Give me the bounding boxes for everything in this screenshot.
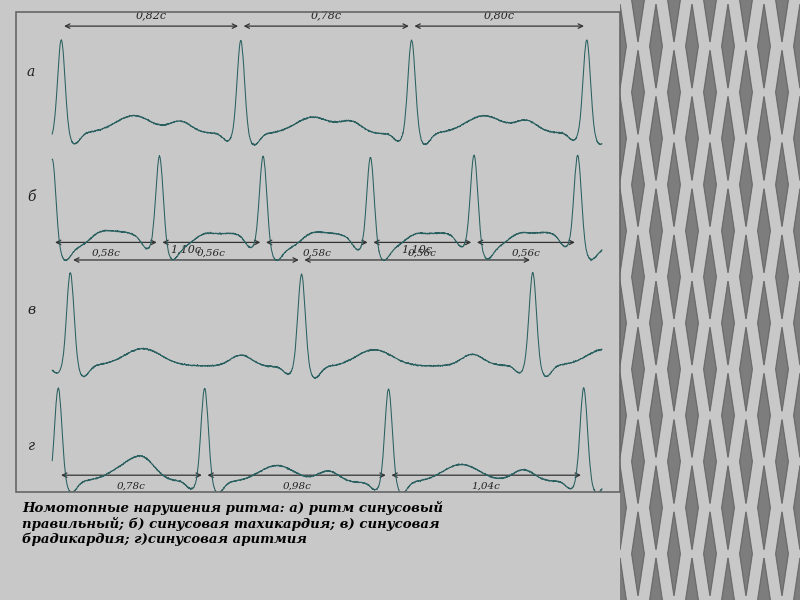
Polygon shape [704, 143, 716, 227]
Polygon shape [794, 466, 800, 550]
Text: Номотопные нарушения ритма: а) ритм синусовый
правильный; б) синусовая тахикарди: Номотопные нарушения ритма: а) ритм сину… [22, 500, 443, 547]
Text: в: в [27, 302, 35, 317]
Text: 0,80с: 0,80с [484, 11, 514, 20]
Polygon shape [650, 558, 662, 600]
Polygon shape [668, 512, 680, 596]
Text: а: а [27, 65, 35, 79]
Polygon shape [794, 4, 800, 88]
Polygon shape [632, 143, 644, 227]
Text: 1,04с: 1,04с [472, 481, 501, 490]
Polygon shape [722, 97, 734, 181]
Polygon shape [686, 281, 698, 365]
Polygon shape [740, 512, 752, 596]
Polygon shape [632, 327, 644, 411]
Polygon shape [704, 512, 716, 596]
Polygon shape [794, 189, 800, 273]
Text: 0,58с: 0,58с [91, 248, 120, 257]
Polygon shape [668, 419, 680, 503]
Polygon shape [776, 143, 788, 227]
Text: 0,56с: 0,56с [408, 248, 437, 257]
Polygon shape [758, 558, 770, 600]
Polygon shape [686, 97, 698, 181]
Text: г: г [27, 439, 34, 453]
Polygon shape [722, 558, 734, 600]
Polygon shape [758, 373, 770, 457]
Polygon shape [686, 558, 698, 600]
Text: 0,82с: 0,82с [135, 11, 166, 20]
Polygon shape [614, 281, 626, 365]
Polygon shape [794, 373, 800, 457]
Polygon shape [632, 419, 644, 503]
Polygon shape [758, 97, 770, 181]
Polygon shape [650, 189, 662, 273]
Text: 0,78с: 0,78с [310, 11, 342, 20]
Polygon shape [614, 558, 626, 600]
Polygon shape [722, 189, 734, 273]
Text: 1,10с: 1,10с [170, 244, 202, 254]
Polygon shape [794, 281, 800, 365]
Polygon shape [668, 327, 680, 411]
Polygon shape [740, 0, 752, 42]
Polygon shape [614, 4, 626, 88]
Polygon shape [686, 189, 698, 273]
Polygon shape [758, 281, 770, 365]
Polygon shape [668, 50, 680, 134]
Polygon shape [650, 4, 662, 88]
Polygon shape [668, 143, 680, 227]
Polygon shape [632, 50, 644, 134]
Polygon shape [740, 50, 752, 134]
Polygon shape [632, 512, 644, 596]
Polygon shape [794, 558, 800, 600]
Polygon shape [650, 97, 662, 181]
Polygon shape [704, 50, 716, 134]
Polygon shape [614, 189, 626, 273]
Polygon shape [686, 466, 698, 550]
Polygon shape [758, 4, 770, 88]
Polygon shape [758, 189, 770, 273]
Polygon shape [758, 466, 770, 550]
Polygon shape [614, 97, 626, 181]
Polygon shape [776, 512, 788, 596]
Polygon shape [740, 235, 752, 319]
Polygon shape [722, 373, 734, 457]
Polygon shape [650, 281, 662, 365]
Polygon shape [668, 0, 680, 42]
Polygon shape [614, 466, 626, 550]
Polygon shape [722, 4, 734, 88]
Polygon shape [704, 327, 716, 411]
Polygon shape [650, 373, 662, 457]
Text: 0,56с: 0,56с [197, 248, 226, 257]
Polygon shape [650, 466, 662, 550]
Text: б: б [27, 190, 35, 204]
Polygon shape [632, 235, 644, 319]
Polygon shape [776, 235, 788, 319]
Polygon shape [776, 419, 788, 503]
Polygon shape [776, 0, 788, 42]
Polygon shape [686, 373, 698, 457]
Polygon shape [776, 327, 788, 411]
Polygon shape [614, 373, 626, 457]
Polygon shape [704, 419, 716, 503]
Polygon shape [686, 4, 698, 88]
Polygon shape [776, 50, 788, 134]
Polygon shape [704, 0, 716, 42]
Polygon shape [740, 143, 752, 227]
Text: 0,78с: 0,78с [117, 481, 146, 490]
Text: 0,98с: 0,98с [282, 481, 311, 490]
Polygon shape [632, 0, 644, 42]
Polygon shape [740, 327, 752, 411]
Polygon shape [722, 466, 734, 550]
Polygon shape [722, 281, 734, 365]
Polygon shape [740, 419, 752, 503]
Polygon shape [704, 235, 716, 319]
Text: 0,56с: 0,56с [511, 248, 540, 257]
Text: 1,10с: 1,10с [402, 244, 433, 254]
Text: 0,58с: 0,58с [302, 248, 331, 257]
Polygon shape [794, 97, 800, 181]
Polygon shape [668, 235, 680, 319]
